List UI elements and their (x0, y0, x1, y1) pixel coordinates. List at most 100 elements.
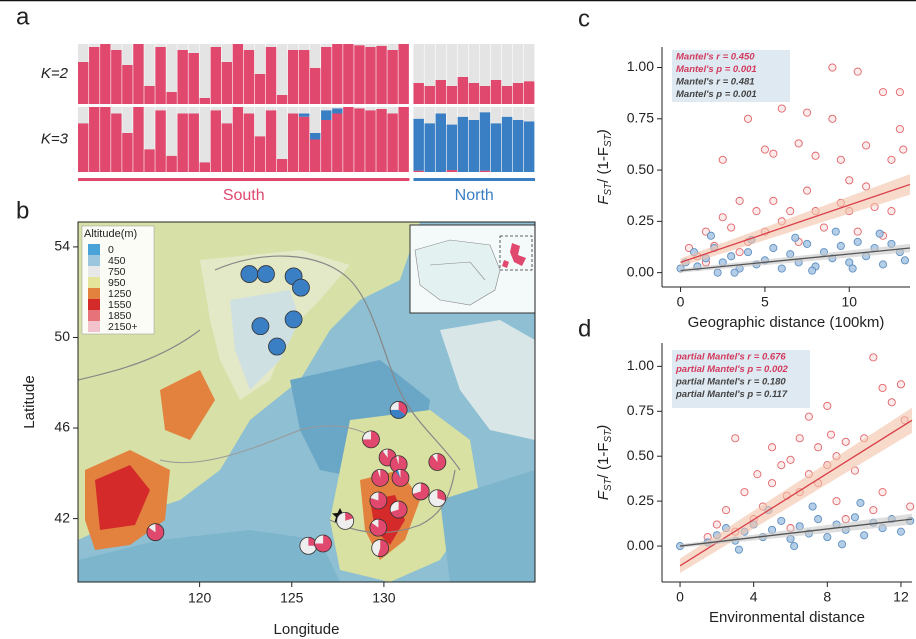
admixture-segment (413, 44, 424, 83)
point (743, 114, 753, 123)
admixture-segment (501, 116, 513, 172)
admixture-segment (512, 44, 524, 83)
admixture-segment (468, 83, 480, 104)
admixture-segment (166, 92, 177, 104)
pie-site (362, 430, 380, 449)
admixture-segment (424, 44, 435, 86)
admixture-segment (457, 107, 469, 117)
point (853, 227, 862, 236)
x-axis-label: Geographic distance (100km) (688, 314, 885, 331)
pie-wedge (382, 448, 388, 458)
admixture-segment (479, 44, 491, 86)
panel-label: b (16, 197, 29, 224)
admixture-segment (243, 50, 255, 104)
point (722, 506, 731, 515)
pie-site (428, 453, 447, 471)
admixture-segment (177, 50, 188, 104)
pie-wedge (432, 453, 438, 462)
point (769, 196, 778, 205)
admixture-segment (446, 44, 458, 86)
admixture-segment (276, 107, 288, 159)
pie-wedge (240, 265, 258, 283)
admixture-segment (424, 107, 435, 124)
legend-label: 1850 (108, 310, 132, 322)
admixture-segment (424, 123, 435, 172)
admixture-segment (221, 44, 233, 62)
admixture-segment (512, 120, 524, 172)
point (899, 145, 908, 154)
admixture-segment (287, 50, 299, 104)
admixture-segment (376, 45, 387, 104)
y-tick-label: 0.75 (627, 402, 654, 418)
admixture-segment (376, 44, 387, 46)
admixture-segment (479, 170, 491, 172)
admixture-segment (199, 162, 210, 172)
admixture-segment (446, 107, 458, 125)
y-tick-label: 46 (54, 419, 70, 435)
legend-label: 0 (108, 244, 114, 256)
annotation: Mantel's p = 0.001 (676, 64, 757, 75)
admixture-segment (122, 107, 133, 133)
pie-wedge (257, 265, 275, 283)
admixture-segment (111, 107, 122, 114)
point (875, 229, 884, 238)
point (823, 533, 832, 542)
y-axis-label-part: / (1-F (595, 442, 612, 478)
admixture-segment (210, 110, 222, 172)
admixture-segment (354, 108, 365, 172)
admixture-segment (413, 170, 424, 172)
point (836, 155, 845, 164)
admixture-segment (199, 98, 210, 104)
admixture-segment (78, 62, 89, 104)
x-tick-label: 10 (841, 294, 857, 310)
annotation: partial Mantel's r = 0.676 (675, 352, 786, 363)
y-tick-label: 0.00 (627, 263, 654, 279)
admixture-segment (144, 86, 155, 104)
pie-site (428, 489, 447, 508)
pie-wedge (391, 469, 409, 487)
x-axis-label: Longitude (274, 621, 340, 638)
admixture-segment (512, 83, 524, 104)
admixture-segment (221, 107, 233, 124)
legend-swatch (88, 321, 100, 332)
point (786, 207, 795, 216)
point (841, 515, 850, 524)
pie-wedge (412, 482, 430, 500)
admixture-segment (111, 44, 122, 50)
point (777, 104, 786, 113)
point (836, 241, 845, 251)
admixture-segment (343, 44, 354, 104)
admixture-segment (424, 86, 435, 104)
admixture-segment (144, 149, 155, 172)
point (768, 479, 777, 488)
point (743, 248, 753, 257)
admixture-segment (221, 123, 233, 172)
admixture-segment (133, 44, 144, 104)
pie-site (251, 317, 270, 336)
y-axis-label-part: F (595, 195, 612, 205)
point (718, 155, 727, 164)
pie-site (371, 539, 390, 557)
admixture-segment (310, 44, 321, 68)
admixture-segment (254, 44, 266, 74)
y-tick-label: 50 (54, 328, 70, 344)
admixture-segment (166, 44, 177, 92)
admixture-segment (523, 44, 535, 82)
admixture-segment (188, 107, 199, 114)
point (814, 443, 823, 452)
admixture-segment (232, 107, 244, 172)
x-tick-label: 130 (372, 590, 396, 606)
admixture-segment (387, 107, 398, 114)
legend-label: 1250 (108, 288, 132, 300)
point (795, 434, 804, 443)
point (814, 515, 823, 524)
point (735, 196, 744, 205)
admixture-segment (265, 110, 277, 172)
fit-line (679, 518, 913, 547)
y-tick-label: 0.25 (627, 492, 654, 508)
point (786, 455, 795, 464)
point (878, 88, 888, 97)
pie-wedge (377, 469, 381, 478)
pie-wedge (390, 401, 399, 410)
point (828, 114, 837, 123)
